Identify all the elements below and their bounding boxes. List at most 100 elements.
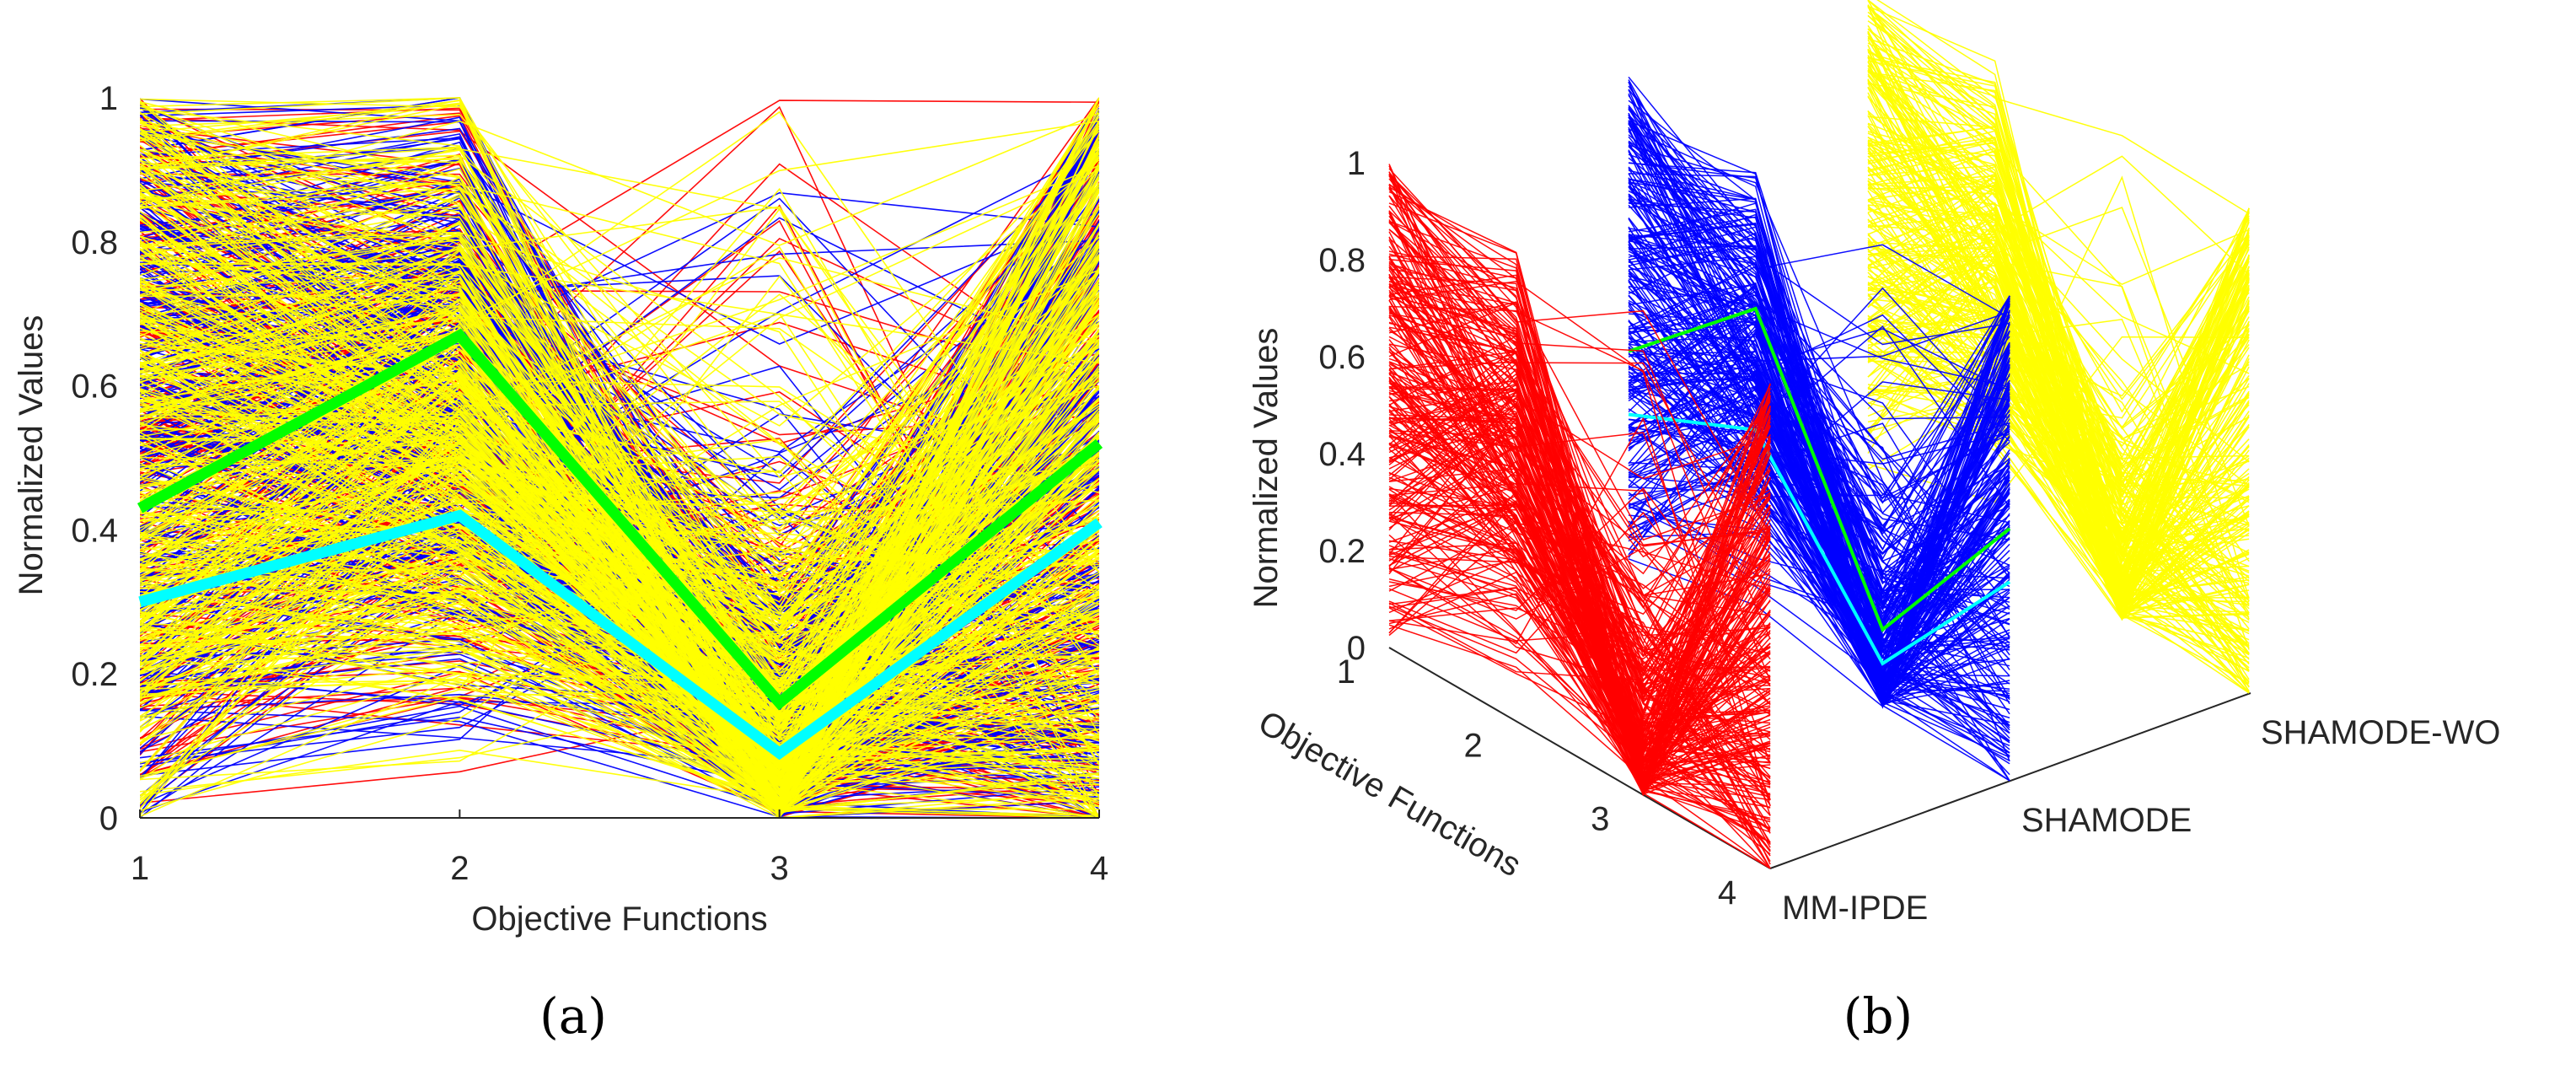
panel-b-objective-axis [1388,647,1771,869]
highlight-line-green-solution [137,328,1103,711]
series-line-shamode-wo [140,164,1099,809]
series-line-mm-ipde [1388,502,1771,703]
series-line-mm-ipde [1388,499,1771,782]
series-line-shamode-wo [1867,379,2250,648]
series-line-shamode-wo [140,108,1099,724]
panel-a-y-tick-label: 0.6 [71,368,118,406]
series-line-shamode [1628,186,2010,573]
series-line-shamode-wo [140,284,1099,640]
series-line-shamode-wo [140,182,1099,787]
series-line-shamode-wo [140,452,1099,799]
panel-b-y-tick-label: 0.2 [1318,533,1366,570]
panel-b-x-tick-label: 4 [1718,874,1736,911]
series-line-shamode [1628,295,2010,693]
series-line-shamode-wo [1867,73,2250,276]
panel-a-x-tick-label: 1 [131,850,149,887]
series-line-shamode [1628,379,2010,599]
series-line-shamode-wo [140,379,1099,788]
series-line-shamode [1628,266,2010,703]
series-line-shamode [1628,202,2010,600]
series-line-shamode-wo [1867,388,2250,529]
series-line-shamode [1628,168,2010,670]
panel-b-algorithm-label: MM-IPDE [1782,890,1928,927]
panel-a-y-axis-label: Normalized Values [13,315,50,596]
series-line-mm-ipde [1388,390,1771,788]
series-line-shamode-wo [1867,223,2250,610]
panel-a-y-tick-label: 1 [99,80,118,117]
series-line-shamode-wo [140,374,1099,775]
series-line-shamode-wo [140,455,1099,766]
series-line-mm-ipde [1388,430,1771,679]
series-line-shamode-wo [140,186,1099,647]
series-line-shamode-wo [140,241,1099,774]
highlight-line-cyan-solution [138,509,1103,761]
series-line-mm-ipde [1388,255,1771,869]
series-line-shamode-wo [140,168,1099,588]
series-line-mm-ipde [1388,406,1771,748]
series-line-shamode [1628,99,2010,665]
series-line-shamode-wo [140,97,1099,809]
panel-b-x-tick-label: 1 [1337,653,1355,691]
series-line-shamode-wo [140,624,1099,819]
series-line-shamode [1628,476,2010,757]
series-line-shamode [1628,347,2010,624]
series-line-mm-ipde [1388,443,1771,800]
panel-a-y-tick-label: 0 [99,800,118,837]
series-line-mm-ipde [1388,528,1771,770]
series-line-shamode [1628,216,2010,677]
series-line-shamode-wo [1867,206,2250,554]
series-line-mm-ipde [1388,607,1771,869]
panel-a-caption: (a) [539,987,607,1045]
panel-b-x-tick-label: 2 [1463,727,1482,764]
panel-a-x-ticks: 1 2 3 4 [131,809,1108,887]
series-line-shamode-wo [140,349,1099,779]
series-line-shamode-wo [140,190,1099,710]
series-line-shamode-wo [1867,282,2250,428]
series-line-mm-ipde [1388,392,1771,786]
series-line-shamode [1628,401,2010,702]
series-line-shamode-wo [1867,14,2250,619]
series-line-shamode [1628,314,2010,443]
series-line-mm-ipde [1388,268,1771,806]
series-line-shamode-wo [140,338,1099,553]
series-line-shamode-wo [140,97,1099,809]
series-line-shamode-wo [140,551,1099,801]
series-line-shamode-wo [1867,42,2250,656]
series-line-shamode-wo [1867,324,2250,578]
series-line-shamode-wo [140,232,1099,788]
series-line-shamode-wo [140,97,1099,664]
series-line-mm-ipde [1388,587,1771,652]
series-line-mm-ipde [1388,309,1771,590]
series-line-shamode-wo [140,200,1099,807]
series-line-shamode-wo [140,136,1099,519]
panel-a-highlight-lines [137,328,1103,761]
panel-b-algorithm-label: SHAMODE [2021,802,2192,839]
series-line-shamode-wo [140,148,1099,742]
series-line-shamode-wo [1867,249,2250,608]
series-line-shamode-wo [1867,322,2250,581]
series-line-shamode-wo [1867,61,2250,619]
series-line-shamode-wo [140,545,1099,810]
series-line-shamode [1628,112,2010,693]
series-line-shamode-wo [1867,287,2250,654]
series-line-shamode-wo [140,146,1099,534]
series-line-mm-ipde [1388,361,1771,763]
panel-a-x-tick-label: 3 [770,850,789,887]
series-line-mm-ipde [1388,452,1771,751]
panel-b-y-tick-label: 0.8 [1318,242,1366,279]
series-line-shamode-wo [1867,235,2250,692]
series-line-shamode-wo [140,363,1099,803]
series-line-shamode [1628,109,2010,503]
series-line-shamode-wo [1867,131,2250,620]
panel-b-y-tick-label: 1 [1347,145,1366,182]
panel-b-x-tick-label: 3 [1591,801,1609,838]
series-line-shamode [1628,150,2010,429]
series-line-shamode [1628,418,2010,653]
series-line-shamode-wo [140,417,1099,721]
series-line-shamode-wo [140,102,1099,611]
series-line-shamode-wo [1867,86,2250,579]
series-line-shamode-wo [140,196,1099,819]
series-line-shamode-wo [1867,113,2250,286]
series-line-shamode [1628,140,2010,622]
panel-b-x-ticks: 1 2 3 4 [1337,653,1736,911]
